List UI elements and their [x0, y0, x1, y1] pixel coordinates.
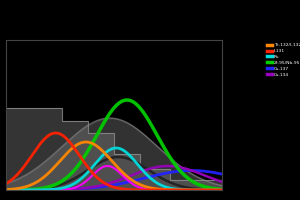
- Legend: Te-132/I-132, I-131, Ru, Zr-95/Nb-95, Cs-137, Cs-134: Te-132/I-132, I-131, Ru, Zr-95/Nb-95, Cs…: [266, 42, 300, 78]
